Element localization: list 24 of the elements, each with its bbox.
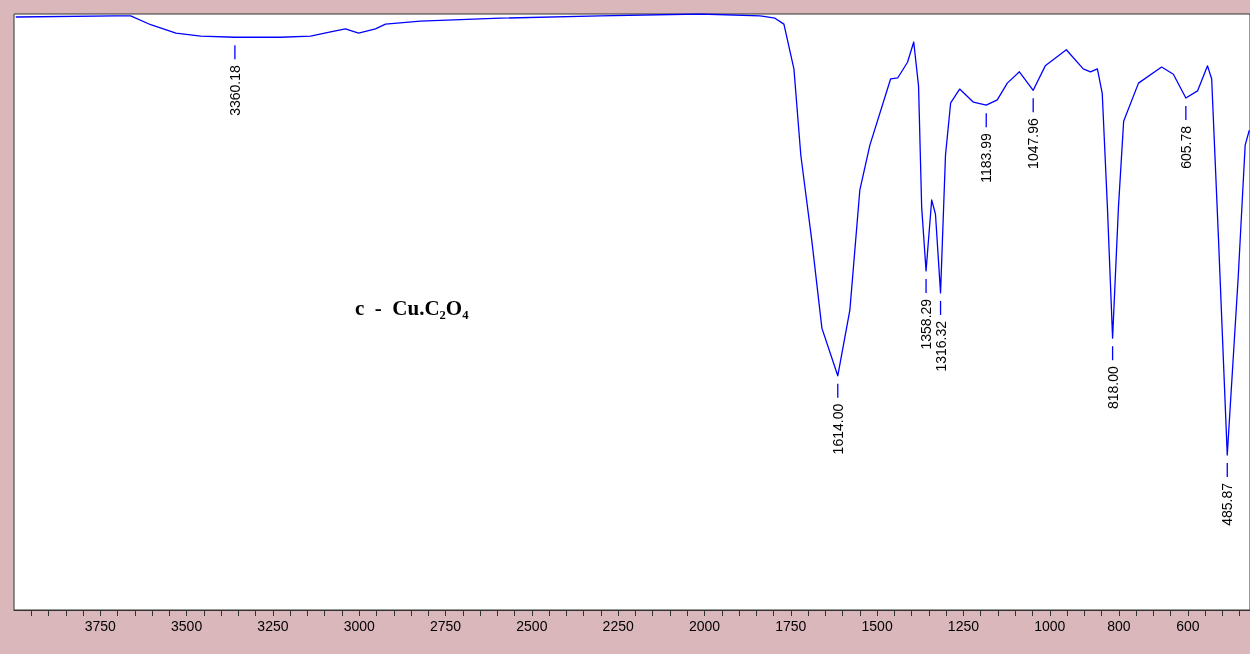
x-tick-label: 2000: [688, 618, 721, 634]
annotation: c - Cu.C₂O₄: [355, 295, 470, 320]
x-tick-label: 3250: [257, 618, 289, 634]
annotation: 1614.00: [829, 403, 846, 455]
x-tick-label: 1000: [1034, 618, 1066, 634]
annotation: 1183.99: [978, 132, 995, 183]
annotation: 1316.32: [932, 320, 949, 372]
x-tick-label: 1750: [775, 618, 807, 634]
annotation: 605.78: [1177, 125, 1194, 169]
annotation: 485.87: [1219, 482, 1236, 526]
annotation: 818.00: [1104, 366, 1121, 410]
x-tick-label: 3750: [84, 618, 117, 634]
x-tick-label: 2250: [602, 618, 634, 634]
x-tick-label: 3500: [171, 618, 203, 634]
x-tick-label: 2750: [429, 618, 462, 634]
x-tick-label: 800: [1107, 618, 1131, 634]
x-tick-label: 3000: [343, 618, 376, 634]
annotation: 3360.18: [226, 65, 243, 116]
annotation: 1047.96: [1025, 118, 1042, 169]
x-tick-label: 1250: [947, 618, 980, 634]
x-tick-label: 1500: [861, 618, 893, 634]
annotation: 1358.29: [918, 298, 935, 350]
x-tick-label: 600: [1176, 618, 1200, 634]
x-tick-label: 2500: [516, 618, 548, 634]
